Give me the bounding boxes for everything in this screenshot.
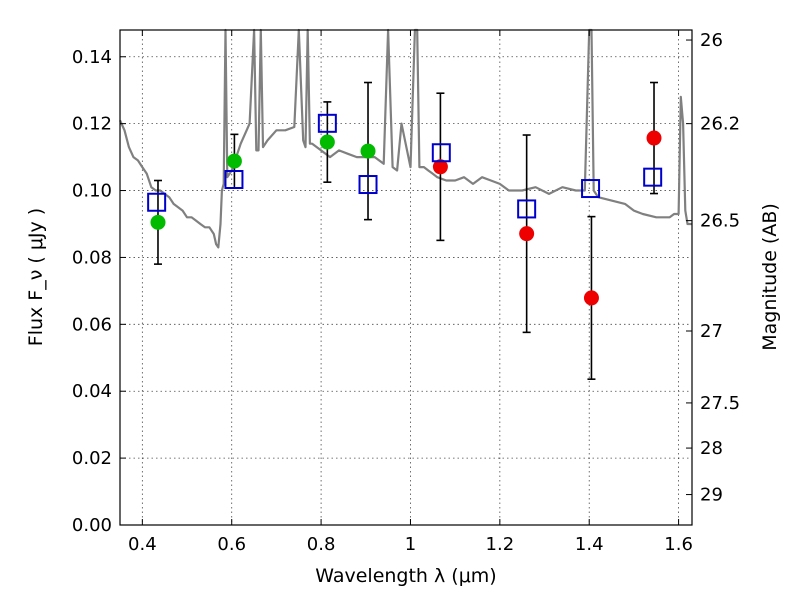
point-layer <box>147 113 663 306</box>
observed-red-point <box>583 290 599 306</box>
x-tick-label: 1 <box>405 534 416 555</box>
x-tick-label: 1.6 <box>664 534 693 555</box>
model-photometry-point <box>581 179 601 199</box>
model-photometry-point <box>358 175 378 195</box>
mag-tick-label: 27 <box>700 321 723 342</box>
x-axis-label: Wavelength λ (μm) <box>315 565 496 587</box>
x-tick-label: 0.8 <box>307 534 336 555</box>
observed-green-point <box>319 134 335 150</box>
errorbar-layer <box>153 81 659 380</box>
y-tick-label: 0.00 <box>72 515 112 536</box>
y-axis-right-label: Magnitude (AB) <box>759 203 781 351</box>
y-tick-label: 0.04 <box>72 381 112 402</box>
grid-layer <box>120 30 692 525</box>
model-photometry-point <box>224 170 244 190</box>
y-tick-label: 0.06 <box>72 314 112 335</box>
tick-layer: 0.4 0.6 0.8 1 1.2 1.4 1.6 0.00 0.02 0.04 0.06 0.08 0… <box>72 30 740 555</box>
y-tick-label: 0.02 <box>72 448 112 469</box>
observed-green-point <box>226 153 242 169</box>
mag-tick-label: 26.2 <box>700 114 740 135</box>
y-tick-label: 0.08 <box>72 247 112 268</box>
observed-green-point <box>360 143 376 159</box>
mag-tick-label: 29 <box>700 485 723 506</box>
model-spectrum-line <box>118 28 692 249</box>
model-photometry-point <box>431 143 451 163</box>
observed-red-point <box>432 159 448 175</box>
x-tick-label: 0.4 <box>128 534 157 555</box>
y-axis-label: Flux F_ν ( μJy ) <box>25 208 47 346</box>
observed-green-point <box>150 214 166 230</box>
mag-tick-label: 28 <box>700 438 723 459</box>
model-photometry-point <box>317 113 337 133</box>
mag-tick-label: 26.5 <box>700 211 740 232</box>
x-tick-label: 0.6 <box>217 534 246 555</box>
x-tick-label: 1.2 <box>486 534 515 555</box>
y-tick-label: 0.14 <box>72 47 112 68</box>
spectrum-layer <box>118 28 692 249</box>
observed-red-point <box>519 226 535 242</box>
model-photometry-point <box>517 199 537 219</box>
observed-red-point <box>646 130 662 146</box>
mag-tick-label: 27.5 <box>700 393 740 414</box>
plot-frame <box>119 29 693 526</box>
model-photometry-point <box>147 192 167 212</box>
y-tick-label: 0.10 <box>72 181 112 202</box>
model-photometry-point <box>643 167 663 187</box>
mag-tick-label: 26 <box>700 30 723 51</box>
y-tick-label: 0.12 <box>72 114 112 135</box>
x-tick-label: 1.4 <box>575 534 604 555</box>
